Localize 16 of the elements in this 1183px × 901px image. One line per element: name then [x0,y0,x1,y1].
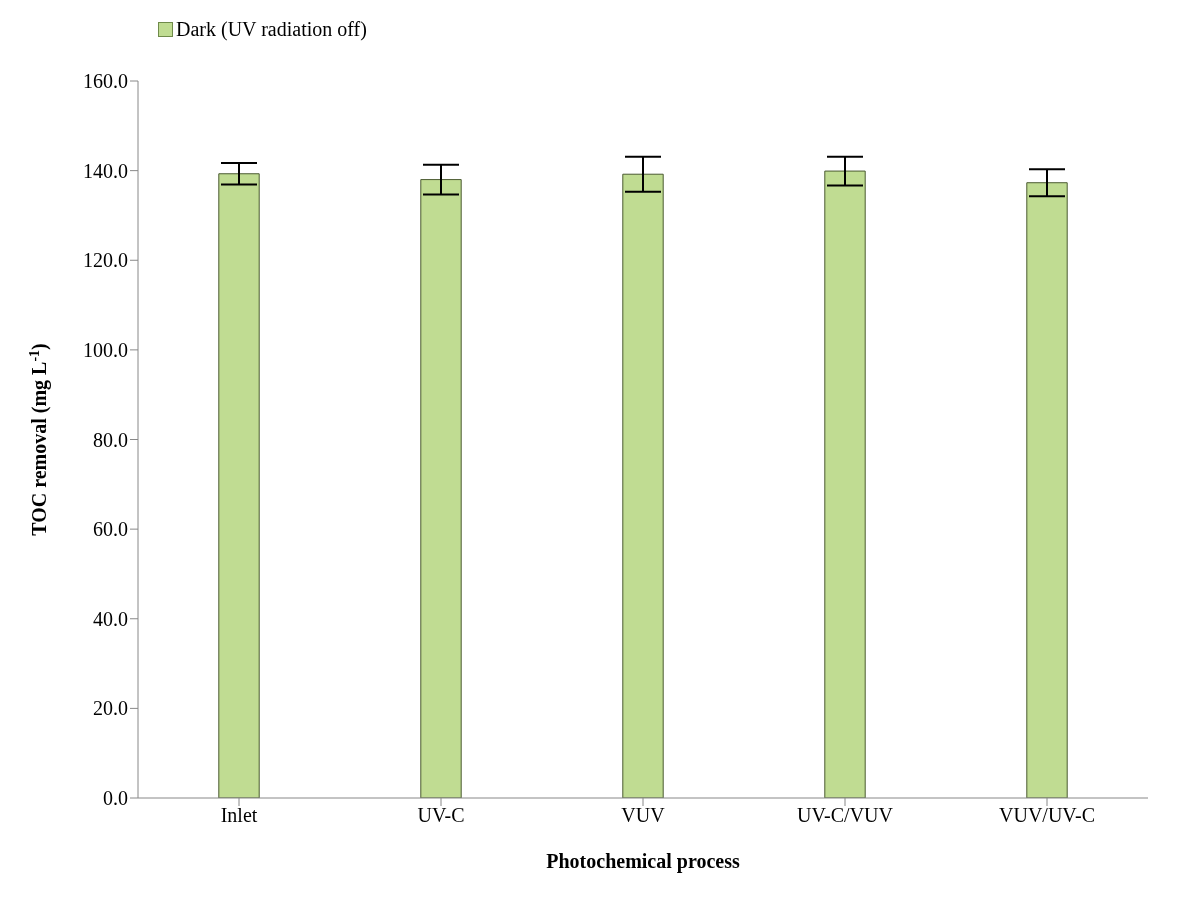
y-tick-label: 40.0 [93,607,128,630]
x-tick-label: Inlet [220,804,258,827]
y-tick-label: 100.0 [83,338,128,361]
legend-label: Dark (UV radiation off) [175,18,367,41]
y-tick-label: 140.0 [83,159,128,182]
x-tick-label: VUV [621,804,666,827]
y-tick-label: 60.0 [93,518,128,541]
x-tick-label: VUV/UV-C [999,804,1095,827]
y-tick-label: 80.0 [93,428,128,451]
y-tick-label: 0.0 [103,787,128,810]
x-axis-title: Photochemical process [546,850,740,873]
x-tick-label: UV-C [417,804,465,827]
x-tick-label: UV-C/VUV [797,804,894,827]
y-tick-label: 20.0 [93,697,128,720]
y-tick-label: 120.0 [83,249,128,272]
y-tick-label: 160.0 [83,70,128,93]
